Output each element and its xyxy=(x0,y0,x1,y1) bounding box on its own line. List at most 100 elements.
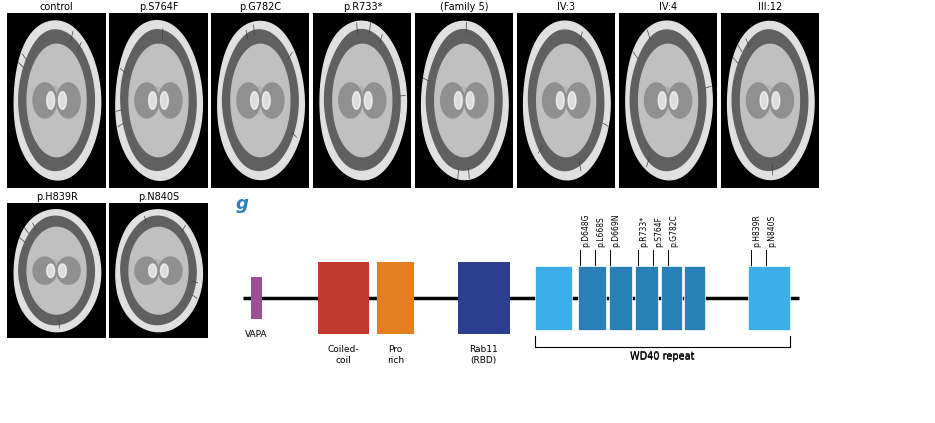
Polygon shape xyxy=(223,30,298,170)
FancyBboxPatch shape xyxy=(635,266,658,330)
Polygon shape xyxy=(135,257,158,284)
Polygon shape xyxy=(48,86,62,115)
Polygon shape xyxy=(159,83,182,118)
Polygon shape xyxy=(14,210,101,332)
FancyBboxPatch shape xyxy=(578,266,606,330)
Text: VAPA: VAPA xyxy=(245,330,267,339)
Polygon shape xyxy=(670,92,678,109)
Polygon shape xyxy=(149,264,156,277)
Polygon shape xyxy=(57,257,80,284)
Polygon shape xyxy=(761,86,775,115)
Polygon shape xyxy=(121,30,196,170)
Text: WD7: WD7 xyxy=(762,296,776,301)
Polygon shape xyxy=(353,86,367,115)
Polygon shape xyxy=(630,30,706,170)
Polygon shape xyxy=(557,86,571,115)
Polygon shape xyxy=(27,228,86,314)
Polygon shape xyxy=(252,86,266,115)
Title: p.G782C: p.G782C xyxy=(239,2,281,12)
Polygon shape xyxy=(352,92,360,109)
Title: p.R733*: p.R733* xyxy=(342,2,382,12)
Polygon shape xyxy=(324,30,400,170)
Polygon shape xyxy=(33,83,56,118)
Polygon shape xyxy=(659,86,673,115)
FancyBboxPatch shape xyxy=(377,262,414,334)
Text: p.D669N: p.D669N xyxy=(611,214,621,247)
Polygon shape xyxy=(741,44,799,157)
Polygon shape xyxy=(129,44,188,157)
Polygon shape xyxy=(47,92,54,109)
Title: IV:3: IV:3 xyxy=(557,2,575,12)
Polygon shape xyxy=(121,216,196,324)
Polygon shape xyxy=(465,83,488,118)
Polygon shape xyxy=(365,92,372,109)
Title: p.S764F: p.S764F xyxy=(138,2,179,12)
Polygon shape xyxy=(435,44,494,157)
Text: Pro
rich: Pro rich xyxy=(387,345,404,365)
Polygon shape xyxy=(669,83,692,118)
Polygon shape xyxy=(524,21,611,180)
Polygon shape xyxy=(59,264,66,277)
Text: Coiled-
coil: Coiled- coil xyxy=(328,345,359,365)
Polygon shape xyxy=(363,83,386,118)
Polygon shape xyxy=(568,92,576,109)
FancyBboxPatch shape xyxy=(535,266,572,330)
Polygon shape xyxy=(639,44,698,157)
Polygon shape xyxy=(237,83,260,118)
Polygon shape xyxy=(727,22,814,179)
Polygon shape xyxy=(116,210,202,332)
Polygon shape xyxy=(150,260,164,282)
FancyBboxPatch shape xyxy=(661,266,682,330)
Polygon shape xyxy=(760,92,768,109)
Polygon shape xyxy=(746,83,770,118)
Text: p.N840S: p.N840S xyxy=(768,215,777,247)
Text: p.H839R: p.H839R xyxy=(753,214,762,247)
Title: p.N840S: p.N840S xyxy=(138,192,179,202)
FancyBboxPatch shape xyxy=(318,262,369,334)
Polygon shape xyxy=(338,83,363,118)
Text: WD2: WD2 xyxy=(584,296,599,301)
Polygon shape xyxy=(528,30,604,170)
Polygon shape xyxy=(626,21,712,180)
Text: g: g xyxy=(236,195,249,213)
FancyBboxPatch shape xyxy=(458,262,510,334)
Polygon shape xyxy=(129,228,188,314)
Polygon shape xyxy=(149,92,156,109)
Polygon shape xyxy=(320,21,407,180)
Polygon shape xyxy=(19,216,94,324)
Polygon shape xyxy=(59,92,66,109)
Polygon shape xyxy=(47,264,54,277)
FancyBboxPatch shape xyxy=(684,266,705,330)
Text: WD40 repeat: WD40 repeat xyxy=(630,351,695,361)
Polygon shape xyxy=(27,44,86,157)
Title: p.H839R: p.H839R xyxy=(36,192,78,202)
Polygon shape xyxy=(263,92,270,109)
Text: p.D648G: p.D648G xyxy=(582,214,591,247)
Polygon shape xyxy=(150,86,164,115)
Polygon shape xyxy=(251,92,258,109)
Polygon shape xyxy=(48,260,62,282)
Text: WD40 repeat: WD40 repeat xyxy=(630,352,695,362)
Text: WD3: WD3 xyxy=(613,296,627,301)
Text: Rab11
(RBD): Rab11 (RBD) xyxy=(469,345,498,365)
Title: III:12: III:12 xyxy=(758,2,782,12)
Polygon shape xyxy=(14,21,101,180)
Polygon shape xyxy=(161,264,168,277)
FancyBboxPatch shape xyxy=(748,266,790,330)
Polygon shape xyxy=(556,92,564,109)
Polygon shape xyxy=(542,83,567,118)
Polygon shape xyxy=(732,30,808,170)
Polygon shape xyxy=(159,257,182,284)
Polygon shape xyxy=(467,92,474,109)
Polygon shape xyxy=(658,92,666,109)
Text: WD5: WD5 xyxy=(664,296,679,301)
Polygon shape xyxy=(644,83,668,118)
Polygon shape xyxy=(454,92,462,109)
Text: WD1: WD1 xyxy=(546,296,561,301)
Polygon shape xyxy=(455,86,469,115)
Polygon shape xyxy=(333,44,392,157)
Title: IV:4: IV:4 xyxy=(659,2,677,12)
Polygon shape xyxy=(567,83,590,118)
Polygon shape xyxy=(19,30,94,170)
Polygon shape xyxy=(161,92,168,109)
